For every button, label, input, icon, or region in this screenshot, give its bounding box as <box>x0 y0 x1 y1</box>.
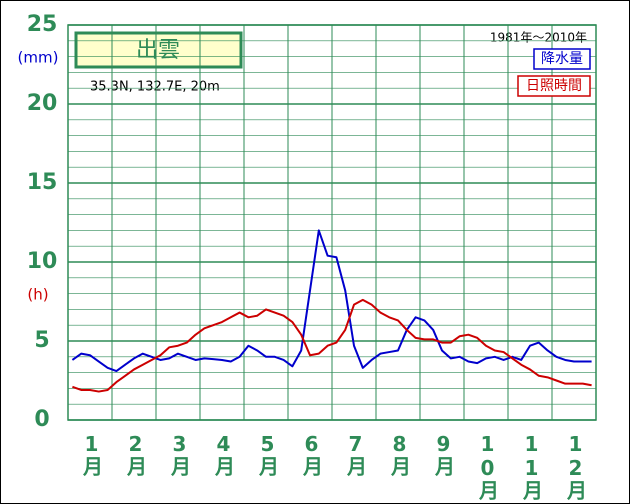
legend-label: 日照時間 <box>526 78 582 94</box>
x-tick-label: 2月 <box>124 432 148 477</box>
x-tick-label: 9月 <box>432 432 456 477</box>
legend-box <box>517 75 591 97</box>
title-box <box>74 31 243 69</box>
period: 1981年〜2010年 <box>490 31 587 45</box>
series-line <box>71 229 592 373</box>
series-line <box>72 298 592 393</box>
y-tick-label: 25 <box>27 12 58 37</box>
legend-box <box>533 48 591 70</box>
x-tick-label: 7月 <box>344 432 368 477</box>
x-tick-label: 11月 <box>520 432 544 501</box>
plot-border <box>67 24 597 421</box>
legend-label: 降水量 <box>541 51 583 67</box>
x-tick-label: 3月 <box>168 432 192 477</box>
x-tick-label: 12月 <box>564 432 588 501</box>
y-unit-label: (mm) <box>18 49 59 67</box>
y-tick-label: 0 <box>34 407 49 432</box>
y-tick-label: 20 <box>27 91 58 116</box>
x-tick-label: 8月 <box>388 432 412 477</box>
y-tick-label: 10 <box>27 249 58 274</box>
y-unit-label: (h) <box>27 286 48 304</box>
y-tick-label: 5 <box>34 328 49 353</box>
x-tick-label: 1月 <box>80 432 104 477</box>
x-tick-label: 6月 <box>300 432 324 477</box>
x-tick-label: 5月 <box>256 432 280 477</box>
y-tick-label: 15 <box>27 170 58 195</box>
station-info: 35.3N, 132.7E, 20m <box>90 80 220 95</box>
x-tick-label: 4月 <box>212 432 236 477</box>
chart-title: 出雲 <box>136 38 180 63</box>
x-tick-label: 10月 <box>476 432 500 501</box>
